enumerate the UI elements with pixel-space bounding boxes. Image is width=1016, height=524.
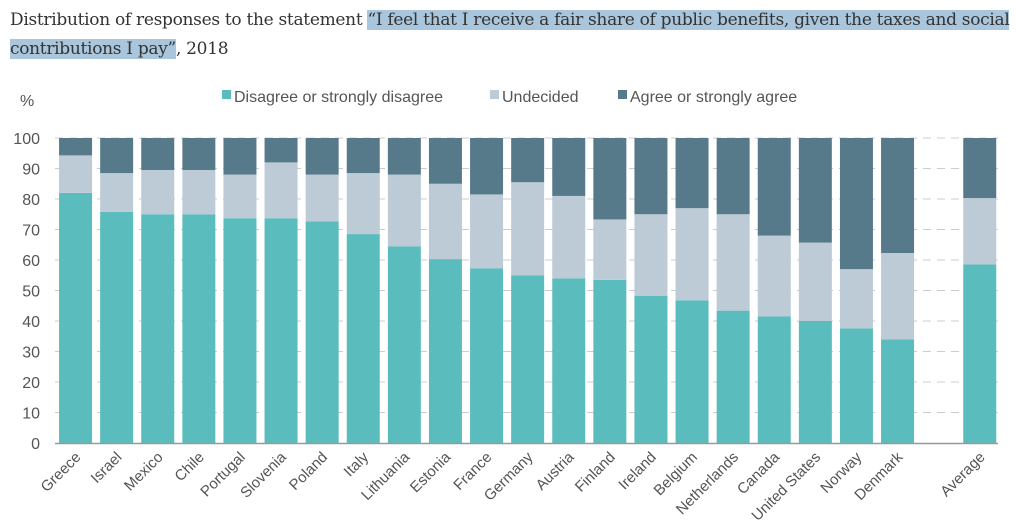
bar-segment-israel-2 xyxy=(100,138,134,174)
y-tick-label: 20 xyxy=(22,375,40,392)
bar-segment-chile-0 xyxy=(182,214,216,443)
legend-swatch xyxy=(490,90,499,99)
bar-segment-mexico-0 xyxy=(141,214,175,443)
bar-segment-poland-1 xyxy=(305,174,339,222)
bar-segment-slovenia-1 xyxy=(264,162,298,219)
bar-segment-netherlands-2 xyxy=(716,138,750,215)
bar-segment-norway-2 xyxy=(839,138,873,270)
bar-segment-belgium-0 xyxy=(675,300,709,443)
bar-segment-finland-1 xyxy=(593,219,627,280)
bar-segment-canada-1 xyxy=(757,235,791,317)
title-prefix: Distribution of responses to the stateme… xyxy=(10,10,368,30)
y-tick-label: 70 xyxy=(22,223,40,240)
bar-segment-slovenia-0 xyxy=(264,218,298,443)
legend-label: Agree or strongly agree xyxy=(630,89,797,106)
bar-segment-austria-2 xyxy=(552,138,586,196)
x-tick-label: Italy xyxy=(341,448,373,480)
x-tick-label: Israel xyxy=(88,449,126,487)
bar-segment-united-states-2 xyxy=(798,138,832,243)
bar-segment-germany-0 xyxy=(511,275,545,443)
bar-segment-average-2 xyxy=(963,138,997,199)
bar-segment-lithuania-0 xyxy=(387,246,421,443)
x-tick-label: Estonia xyxy=(407,448,455,496)
x-tick-label: Chile xyxy=(171,449,207,485)
bar-segment-canada-0 xyxy=(757,316,791,443)
bar-segment-united-states-1 xyxy=(798,242,832,321)
legend-swatch xyxy=(222,90,231,99)
x-tick-label: Mexico xyxy=(121,449,167,495)
y-axis-label: % xyxy=(20,93,34,110)
bar-segment-mexico-2 xyxy=(141,138,175,171)
bar-segment-belgium-1 xyxy=(675,208,709,301)
bar-segment-italy-1 xyxy=(346,173,380,235)
x-tick-label: Finland xyxy=(572,449,619,496)
bar-segment-chile-1 xyxy=(182,170,216,215)
bar-segment-italy-0 xyxy=(346,234,380,443)
bar-segment-germany-1 xyxy=(511,182,545,276)
bar-segment-united-states-0 xyxy=(798,321,832,443)
y-tick-label: 50 xyxy=(22,284,40,301)
title-suffix: , 2018 xyxy=(175,39,229,59)
y-tick-label: 40 xyxy=(22,314,40,331)
bar-segment-poland-0 xyxy=(305,221,339,443)
bar-segment-austria-0 xyxy=(552,278,586,443)
bar-segment-israel-0 xyxy=(100,211,134,443)
bar-segment-italy-2 xyxy=(346,138,380,174)
bar-segment-denmark-2 xyxy=(881,138,915,253)
bar-segment-ireland-1 xyxy=(634,214,668,296)
x-tick-label: Slovenia xyxy=(237,448,290,501)
bar-segment-portugal-1 xyxy=(223,174,257,219)
bar-segment-israel-1 xyxy=(100,173,134,212)
bar-segment-austria-1 xyxy=(552,195,586,279)
bar-segment-germany-2 xyxy=(511,138,545,183)
x-tick-label: Greece xyxy=(38,449,85,496)
chart-title: Distribution of responses to the stateme… xyxy=(10,6,1010,64)
bar-segment-netherlands-0 xyxy=(716,310,750,443)
bar-segment-france-0 xyxy=(470,268,504,443)
bar-segment-ireland-2 xyxy=(634,138,668,215)
bar-segment-mexico-1 xyxy=(141,170,175,215)
bar-segment-chile-2 xyxy=(182,138,216,171)
x-tick-label: Poland xyxy=(286,449,331,494)
y-tick-label: 60 xyxy=(22,253,40,270)
y-tick-label: 30 xyxy=(22,345,40,362)
legend-swatch xyxy=(618,90,627,99)
bar-segment-denmark-1 xyxy=(881,252,915,340)
y-tick-label: 100 xyxy=(13,131,40,148)
bar-segment-finland-2 xyxy=(593,138,627,220)
bar-segment-norway-0 xyxy=(839,328,873,443)
bar-segment-slovenia-2 xyxy=(264,138,298,163)
x-tick-label: Average xyxy=(937,449,988,500)
bar-segment-estonia-0 xyxy=(428,259,462,443)
bar-segment-greece-2 xyxy=(59,138,93,156)
bar-segment-lithuania-1 xyxy=(387,174,421,247)
y-tick-label: 10 xyxy=(22,406,40,423)
bar-segment-belgium-2 xyxy=(675,138,709,209)
bar-segment-france-1 xyxy=(470,194,504,269)
legend-label: Disagree or strongly disagree xyxy=(234,89,443,106)
bar-segment-france-2 xyxy=(470,138,504,195)
bar-segment-finland-0 xyxy=(593,279,627,443)
bar-segment-netherlands-1 xyxy=(716,214,750,311)
x-tick-label: Austria xyxy=(533,448,578,493)
bar-segment-portugal-2 xyxy=(223,138,257,175)
bar-segment-portugal-0 xyxy=(223,218,257,443)
y-tick-label: 0 xyxy=(31,436,40,453)
y-tick-label: 80 xyxy=(22,192,40,209)
bar-segment-average-0 xyxy=(963,264,997,443)
bar-segment-greece-0 xyxy=(59,192,93,443)
bar-segment-lithuania-2 xyxy=(387,138,421,175)
y-tick-label: 90 xyxy=(22,162,40,179)
bar-segment-denmark-0 xyxy=(881,339,915,443)
bar-segment-average-1 xyxy=(963,198,997,265)
bar-segment-ireland-0 xyxy=(634,295,668,443)
bar-segment-norway-1 xyxy=(839,269,873,329)
bar-segment-estonia-1 xyxy=(428,183,462,260)
bar-segment-canada-2 xyxy=(757,138,791,236)
bar-segment-greece-1 xyxy=(59,155,93,193)
bar-segment-poland-2 xyxy=(305,138,339,175)
legend-label: Undecided xyxy=(502,89,579,106)
bar-segment-estonia-2 xyxy=(428,138,462,184)
